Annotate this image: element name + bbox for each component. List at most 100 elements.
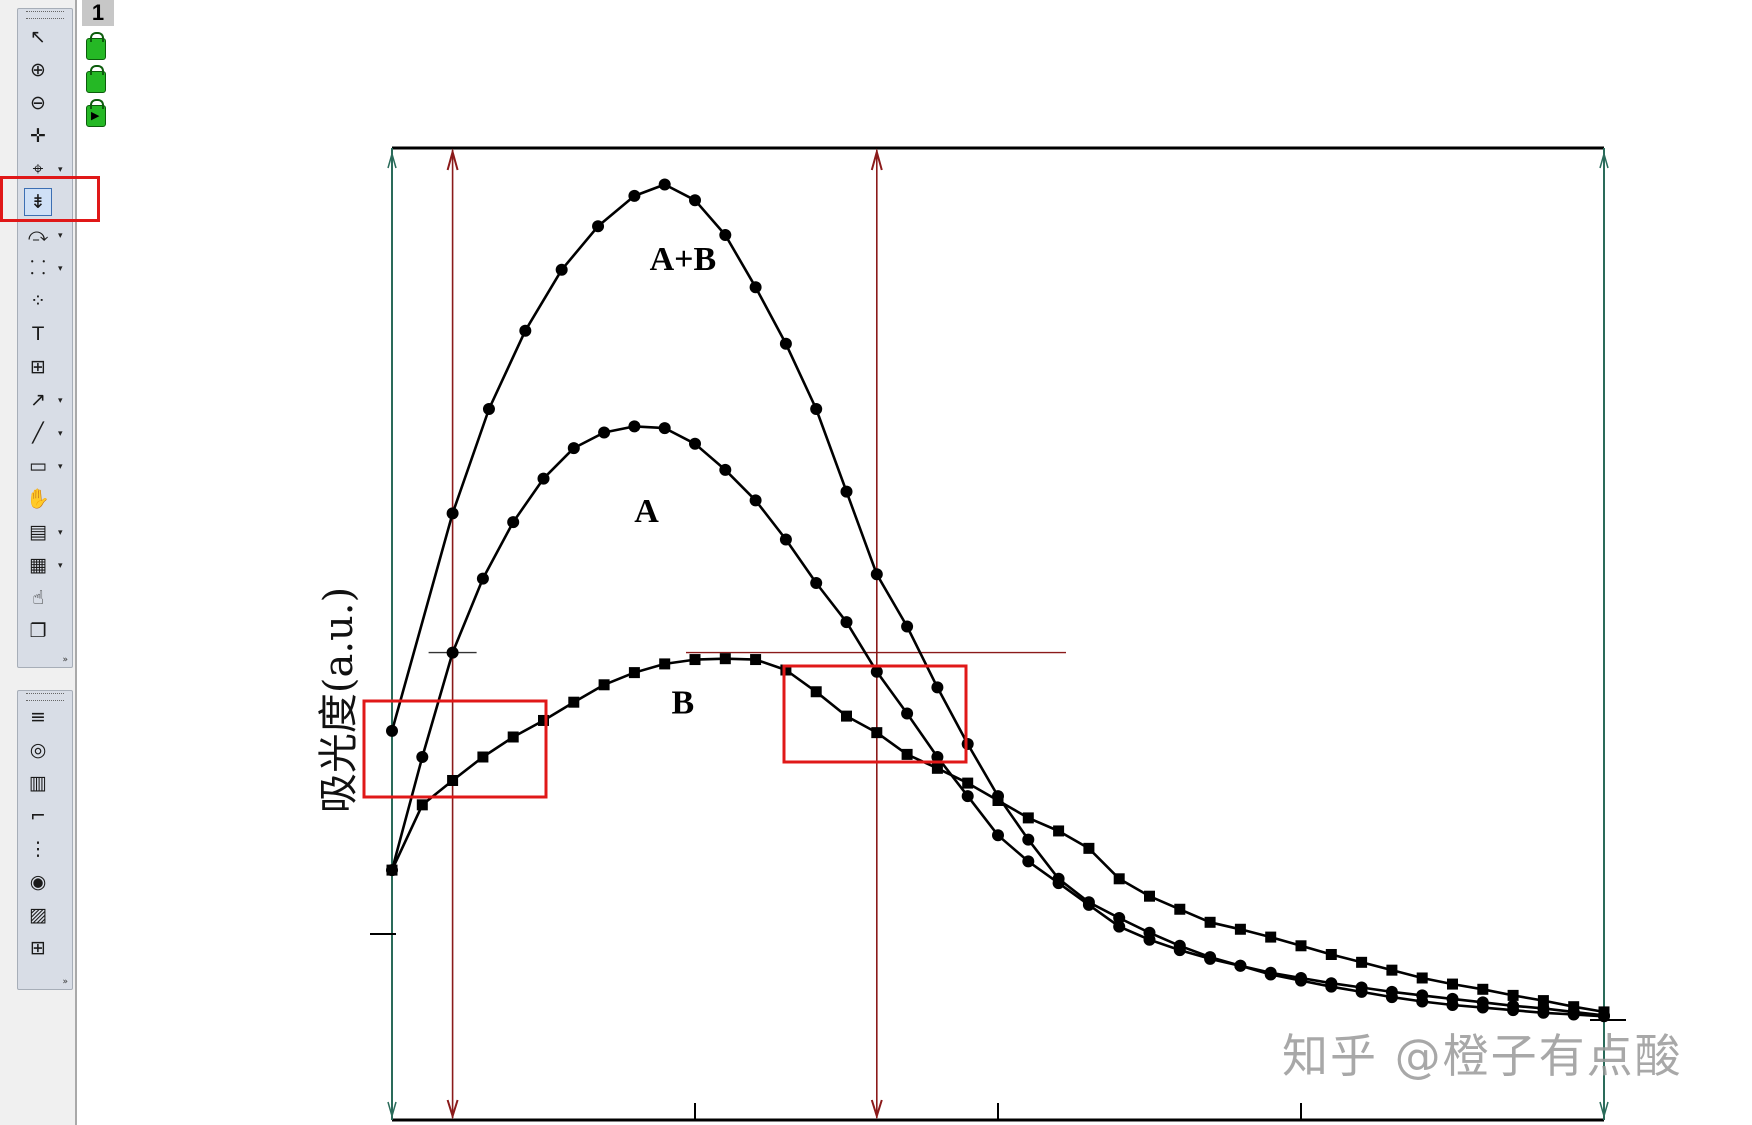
- data-point-square: [780, 664, 792, 676]
- data-point-circle: [507, 516, 520, 529]
- series-label: B: [672, 685, 695, 722]
- tools-panel: ↖ ⊕ ⊖ ✛ ⌖ ▾ ⇟ ⤼ ▾ ⸬ ▾ ⁘ T ⊞ ↗ ▾ ╱ ▾ ▭ ▾ ✋ ▤ ▾ ▦ ▾ ☝ ❐ »: [17, 8, 73, 668]
- data-point-square: [719, 653, 731, 665]
- chevron-down-icon[interactable]: ▾: [58, 165, 63, 175]
- legend-icon[interactable]: ▥: [29, 771, 47, 794]
- zoom-out-icon[interactable]: ⊖: [30, 91, 46, 114]
- toolbar-grip[interactable]: [26, 693, 64, 701]
- chevron-down-icon[interactable]: ▾: [58, 462, 63, 472]
- data-point-square: [598, 679, 610, 691]
- data-point-square: [1598, 1006, 1610, 1018]
- chevron-down-icon[interactable]: ▾: [58, 231, 63, 241]
- line-tool-icon[interactable]: ╱: [32, 421, 44, 444]
- highlight-boxes: [362, 664, 968, 799]
- data-point-circle: [810, 577, 823, 589]
- data-point-circle: [416, 751, 429, 763]
- timestamp-icon[interactable]: ⌐: [30, 804, 46, 827]
- data-point-circle: [1022, 855, 1035, 868]
- data-point-circle: [961, 737, 974, 750]
- data-point-square: [1356, 956, 1368, 968]
- cursor-arrow-down: [870, 1099, 883, 1120]
- data-selector-icon[interactable]: ⇟: [24, 188, 52, 216]
- mask-icon[interactable]: ⸬: [30, 256, 46, 279]
- move-hand-icon[interactable]: ☝: [32, 586, 44, 609]
- data-point-circle: [1173, 944, 1186, 957]
- data-point-circle: [689, 194, 701, 207]
- chevron-down-icon[interactable]: ▾: [58, 264, 63, 274]
- chevron-down-icon[interactable]: ▾: [58, 396, 63, 406]
- lock-icon[interactable]: [86, 65, 106, 93]
- lock-icon[interactable]: [86, 32, 106, 60]
- vertical-cursors[interactable]: [387, 148, 1609, 1120]
- data-point-circle: [870, 665, 883, 678]
- pan-hand-icon[interactable]: ✋: [26, 487, 50, 510]
- data-point-circle: [628, 420, 641, 433]
- zoom-in-icon[interactable]: ⊕: [30, 58, 46, 81]
- data-point-circle: [1416, 989, 1429, 1002]
- tools-toolbar-strip: ↖ ⊕ ⊖ ✛ ⌖ ▾ ⇟ ⤼ ▾ ⸬ ▾ ⁘ T ⊞ ↗ ▾ ╱ ▾ ▭ ▾ ✋ ▤ ▾ ▦ ▾ ☝ ❐ » ≡ ◎ ▥ ⌐ ⋮ ◉ ▨ ⊞ »: [0, 0, 77, 1125]
- data-point-circle: [628, 189, 641, 202]
- cursor-arrow-up: [446, 148, 459, 171]
- data-point-square: [689, 654, 701, 666]
- cursor-arrow-down: [446, 1099, 459, 1120]
- layer-stack-icon[interactable]: ❐: [29, 619, 47, 642]
- data-point-square: [1416, 972, 1428, 984]
- data-point-square: [1144, 890, 1155, 902]
- layer-panel: 1 ▶: [80, 0, 116, 140]
- data-point-circle: [1264, 966, 1277, 979]
- more-tools-icon[interactable]: »: [62, 977, 68, 987]
- chevron-down-icon[interactable]: ▾: [58, 561, 63, 571]
- list-icon[interactable]: ⋮: [28, 837, 48, 860]
- data-point-circle: [1295, 971, 1307, 984]
- lock-play-icon[interactable]: ▶: [86, 99, 106, 127]
- arrow-tool-icon[interactable]: ↗: [30, 388, 46, 411]
- toolbar-grip[interactable]: [26, 11, 64, 19]
- data-point-square: [1447, 978, 1458, 990]
- data-point-circle: [1113, 911, 1126, 924]
- data-point-circle: [719, 229, 732, 241]
- add-table-icon[interactable]: ⊞: [30, 355, 46, 378]
- frame-arrow-up: [1599, 151, 1609, 169]
- data-point-circle: [555, 263, 568, 276]
- data-point-square: [507, 731, 519, 743]
- chevron-down-icon[interactable]: ▾: [58, 528, 63, 538]
- folder-user-icon[interactable]: ▨: [29, 903, 47, 926]
- layer-number[interactable]: 1: [82, 0, 114, 26]
- data-point-circle: [749, 494, 762, 507]
- frame-arrow-down: [387, 1101, 397, 1119]
- data-point-circle: [1052, 877, 1065, 890]
- screen-reader-icon[interactable]: ✛: [30, 124, 46, 147]
- rectangle-tool-icon[interactable]: ▭: [29, 454, 47, 477]
- insert-equation-icon[interactable]: ▤: [29, 520, 47, 543]
- data-point-square: [447, 774, 459, 786]
- data-point-circle: [1143, 933, 1156, 946]
- data-point-square: [810, 686, 822, 698]
- data-point-square: [931, 762, 943, 774]
- chart-record-icon[interactable]: ◉: [29, 870, 47, 893]
- data-point-square: [992, 795, 1004, 806]
- series-label: A: [634, 493, 659, 530]
- data-point-square: [538, 714, 549, 726]
- chevron-down-icon[interactable]: ▾: [58, 429, 63, 439]
- insert-graph-icon[interactable]: ▦: [29, 553, 47, 576]
- circle-icon[interactable]: ◎: [29, 738, 47, 761]
- region-select-icon[interactable]: ⁘: [30, 289, 46, 312]
- text-tool-icon[interactable]: T: [32, 322, 44, 345]
- draw-data-icon[interactable]: ⤼: [27, 223, 49, 246]
- data-point-square: [1022, 812, 1034, 824]
- data-point-circle: [598, 426, 611, 439]
- more-tools-icon[interactable]: »: [62, 655, 68, 665]
- data-reader-icon[interactable]: ⌖: [32, 157, 44, 180]
- data-point-square: [628, 667, 640, 679]
- data-point-square: [1295, 940, 1307, 952]
- data-point-square: [659, 658, 671, 670]
- grid-table-icon[interactable]: ⊞: [30, 936, 46, 959]
- series-line-a: [390, 425, 1605, 1017]
- data-point-square: [1507, 989, 1519, 1001]
- color-bars-icon[interactable]: ≡: [30, 705, 46, 728]
- data-point-circle: [537, 472, 550, 485]
- highlighted-tool-box: [0, 176, 100, 222]
- data-point-circle: [519, 324, 532, 337]
- data-point-circle: [689, 437, 701, 450]
- pointer-icon[interactable]: ↖: [30, 25, 46, 48]
